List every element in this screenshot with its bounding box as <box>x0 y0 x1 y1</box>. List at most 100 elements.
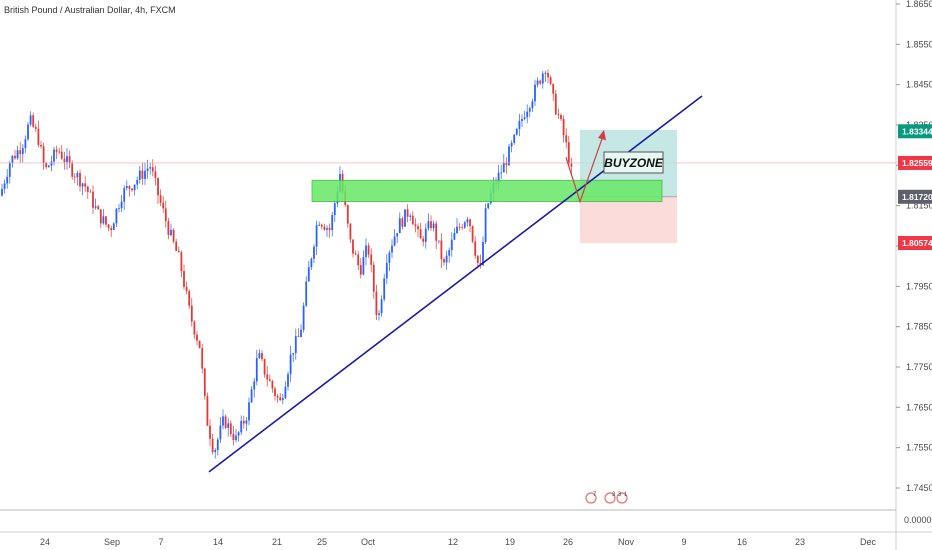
candle-body <box>398 218 401 234</box>
candle-body <box>86 186 89 193</box>
candle-body <box>515 128 518 135</box>
price-tick-label: 1.74500 <box>906 483 932 493</box>
price-tick-label: 1.85500 <box>906 39 932 49</box>
candle-body <box>414 224 417 227</box>
candle-body <box>138 170 141 180</box>
candle-body <box>544 72 547 74</box>
candle-body <box>55 149 58 152</box>
candle-body <box>229 423 232 435</box>
candle-body <box>521 118 523 122</box>
candle-body <box>154 171 157 179</box>
price-tag-label: 1.82559 <box>902 158 932 168</box>
candle-body <box>258 353 261 359</box>
candle-body <box>118 208 120 209</box>
candle-body <box>196 334 198 341</box>
candle-body <box>149 167 152 169</box>
event-flag-icon[interactable] <box>604 492 616 504</box>
candle-body <box>331 215 334 231</box>
candle-body <box>552 83 555 94</box>
candle-body <box>105 216 107 225</box>
event-count: 3 <box>618 492 622 498</box>
event-flag-icon[interactable] <box>616 492 628 504</box>
candle-body <box>6 176 9 184</box>
candle-body <box>430 221 432 229</box>
candle-body <box>146 168 149 171</box>
support-zone-box[interactable] <box>311 179 663 203</box>
candle-body <box>549 77 552 84</box>
candle-body <box>427 221 430 229</box>
candle-body <box>300 329 302 337</box>
candle-body <box>318 224 321 226</box>
candle-body <box>131 188 133 191</box>
candle-body <box>510 142 513 147</box>
candle-body <box>281 398 284 401</box>
candle-body <box>99 209 102 224</box>
candle-body <box>34 126 37 129</box>
candle-body <box>11 155 14 164</box>
time-tick-label: 7 <box>158 537 163 547</box>
candle-body <box>357 254 360 266</box>
candle-body <box>271 381 274 389</box>
candle-body <box>435 223 438 241</box>
projection-path <box>565 132 605 204</box>
candle-body <box>14 155 16 159</box>
candle-body <box>240 420 243 433</box>
candle-body <box>222 416 224 426</box>
candle-body <box>565 135 568 143</box>
candle-body <box>370 254 373 265</box>
candle-body <box>500 172 503 174</box>
candle-body <box>255 358 258 382</box>
stop-zone-box[interactable] <box>580 196 677 244</box>
candle-body <box>539 80 542 84</box>
candle-body <box>274 388 276 396</box>
event-flag-icon[interactable] <box>585 492 597 504</box>
candle-body <box>367 245 370 255</box>
candle-body <box>16 150 19 159</box>
candle-body <box>81 183 84 187</box>
candle-body <box>183 271 185 287</box>
candle-body <box>175 241 178 252</box>
candle-body <box>354 253 357 255</box>
candle-body <box>76 172 79 178</box>
candle-body <box>159 195 162 203</box>
candle-body <box>123 188 126 202</box>
price-tag <box>898 124 932 139</box>
candle-body <box>456 226 458 234</box>
candle-body <box>29 115 32 125</box>
time-tick-label: 9 <box>681 537 686 547</box>
time-axis[interactable]: 24 Sep 7 14 21 25 Oct 12 19 26 Nov 9 16 23 Dec <box>40 537 877 547</box>
candle-body <box>513 134 516 143</box>
candle-body <box>177 251 180 253</box>
candle-body <box>214 450 217 452</box>
candle-body <box>206 396 209 426</box>
candle-body <box>79 172 81 187</box>
candle-body <box>497 172 500 184</box>
candle-body <box>250 389 253 403</box>
candle-body <box>409 215 412 217</box>
candle-body <box>404 209 406 227</box>
candle-body <box>248 402 250 421</box>
candle-body <box>422 238 425 242</box>
candle-body <box>570 163 573 167</box>
price-tick-label: 1.84500 <box>906 80 932 90</box>
candle-body <box>375 291 378 316</box>
time-tick-label: 25 <box>317 537 327 547</box>
candle-body <box>94 206 97 208</box>
economic-events[interactable]: 7 3 3 1 <box>585 492 628 504</box>
candle-body <box>190 305 193 322</box>
candle-body <box>112 223 115 231</box>
candle-body <box>333 203 336 216</box>
candle-body <box>284 386 287 399</box>
candle-body <box>502 162 505 173</box>
candle-body <box>261 353 263 360</box>
candle-body <box>307 267 310 282</box>
candle-body <box>349 223 352 240</box>
candle-body <box>216 439 219 451</box>
event-count: 1 <box>624 492 628 498</box>
candle-body <box>534 84 536 102</box>
candle-body <box>469 219 471 227</box>
candle-body <box>136 179 139 185</box>
price-tag-label: 1.80574 <box>902 238 932 248</box>
buyzone-label-box[interactable] <box>603 151 664 174</box>
